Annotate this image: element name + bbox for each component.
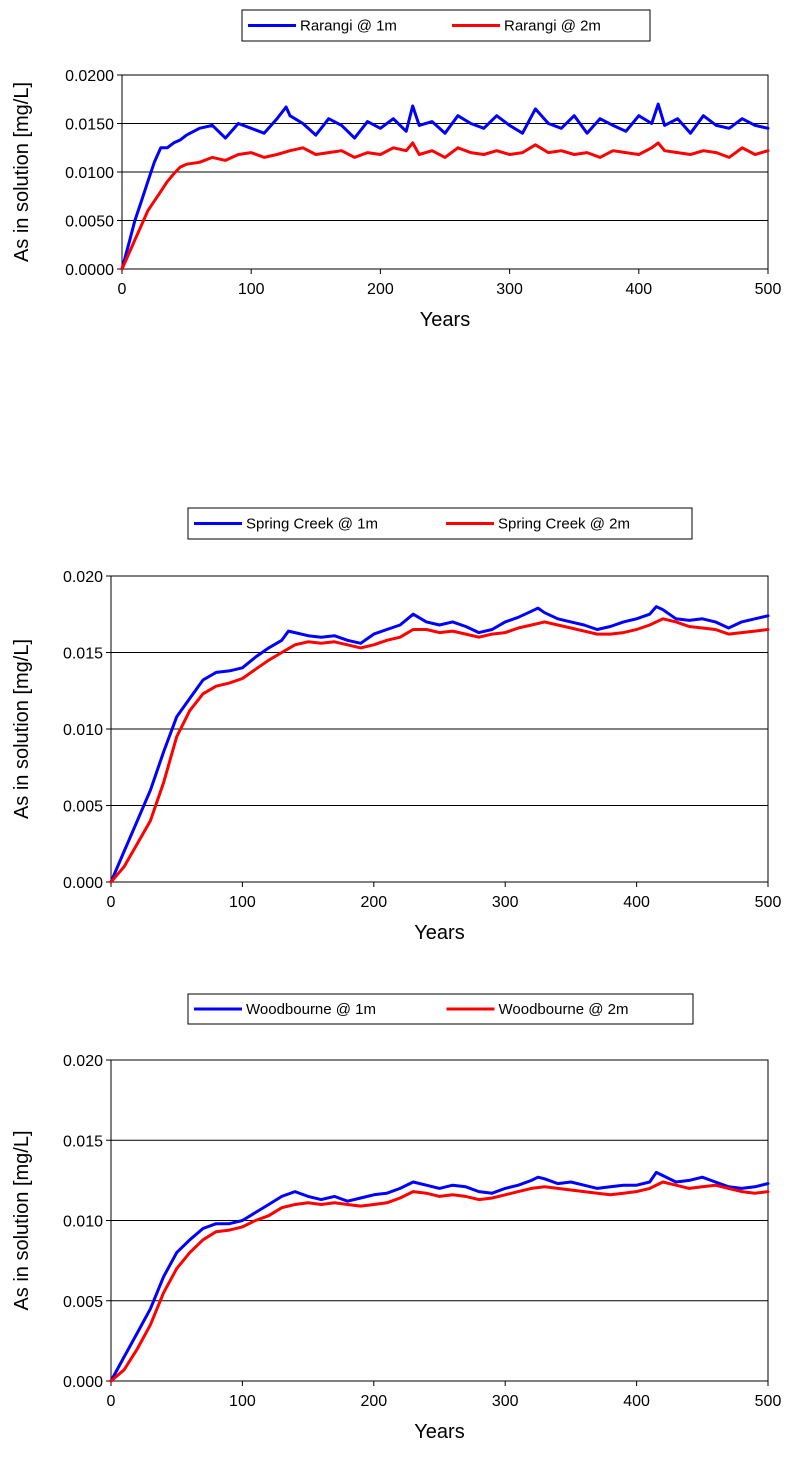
chart-spring-creek: 0.000 0.005 0.010 0.015 0.020 0 100 200 300 400 50… [0,488,790,976]
x-tick-label: 500 [755,1393,782,1410]
x-tick-label: 500 [755,894,782,911]
legend-label: Woodbourne @ 1m [246,1001,376,1018]
chart-svg: 0.000 0.005 0.010 0.015 0.020 0 100 200 300 400 50… [11,993,782,1443]
x-tick-label: 400 [623,894,650,911]
x-tick-label: 200 [360,894,387,911]
series-line-2 [109,617,770,884]
y-tick-label: 0.010 [63,1214,103,1231]
x-tick-label: 0 [118,281,127,298]
legend-label: Rarangi @ 2m [504,18,601,35]
x-tick-label: 300 [496,281,523,298]
y-tick-label: 0.0000 [65,262,114,279]
y-axis-title: As in solution [mg/L] [11,639,33,819]
legend-label: Spring Creek @ 1m [246,516,378,533]
legend-label: Woodbourne @ 2m [499,1001,629,1018]
y-tick-label: 0.000 [63,875,103,892]
x-tick-label: 200 [360,1393,387,1410]
legend-box [187,507,693,540]
legend-box [187,993,694,1025]
x-tick-label: 400 [623,1393,650,1410]
x-tick-label: 400 [625,281,652,298]
y-tick-label: 0.000 [63,1374,103,1391]
y-axis-title: As in solution [mg/L] [11,82,33,262]
y-axis-title: As in solution [mg/L] [11,1130,33,1310]
y-tick-label: 0.005 [63,799,103,816]
y-tick-label: 0.0050 [65,214,114,231]
y-tick-label: 0.0150 [65,117,114,134]
x-tick-label: 0 [107,1393,116,1410]
x-axis-title: Years [414,922,464,944]
chart-rarangi: 0.0000 0.0050 0.0100 0.0150 0.0200 0 100 200 300… [0,0,790,488]
y-tick-label: 0.015 [63,646,103,663]
series-line-1 [109,605,770,884]
series-line-2 [109,1180,770,1383]
legend-box [241,9,651,42]
x-tick-label: 0 [107,894,116,911]
y-tick-label: 0.015 [63,1133,103,1150]
x-tick-label: 300 [492,1393,519,1410]
y-tick-label: 0.020 [63,569,103,586]
y-tick-label: 0.020 [63,1053,103,1070]
x-axis-title: Years [420,309,470,331]
y-tick-label: 0.005 [63,1294,103,1311]
x-tick-label: 100 [229,1393,256,1410]
x-tick-label: 100 [229,894,256,911]
legend-label: Spring Creek @ 2m [498,516,630,533]
y-tick-label: 0.0100 [65,165,114,182]
y-tick-label: 0.0200 [65,68,114,85]
chart-svg: 0.000 0.005 0.010 0.015 0.020 0 100 200 300 400 50… [11,507,782,944]
x-tick-label: 300 [492,894,519,911]
x-tick-label: 500 [755,281,782,298]
x-axis-title: Years [414,1421,464,1443]
x-tick-label: 200 [367,281,394,298]
series-line-2 [120,141,770,271]
chart-svg: 0.0000 0.0050 0.0100 0.0150 0.0200 0 100 200 300… [11,9,782,331]
chart-woodbourne: 0.000 0.005 0.010 0.015 0.020 0 100 200 300 400 50… [0,976,790,1464]
legend-label: Rarangi @ 1m [300,18,397,35]
x-tick-label: 100 [238,281,265,298]
series-line-1 [120,102,770,271]
series-line-1 [109,1170,770,1383]
y-tick-label: 0.010 [63,722,103,739]
